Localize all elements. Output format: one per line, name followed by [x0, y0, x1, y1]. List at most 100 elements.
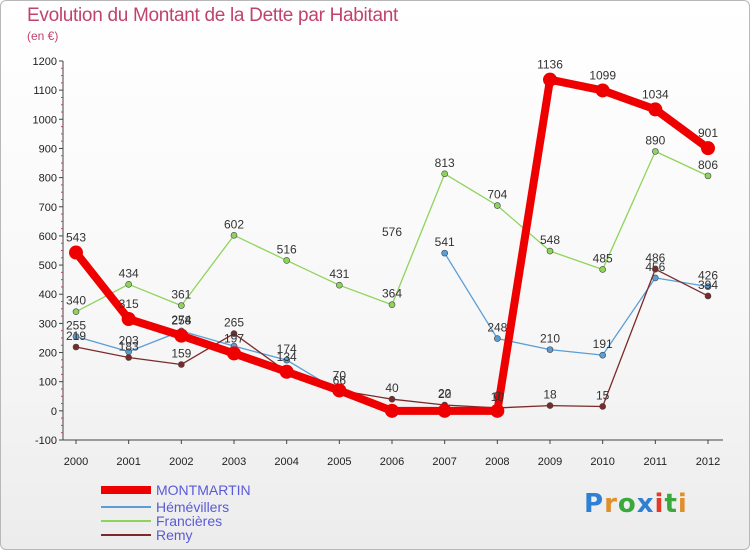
- data-label: 10: [491, 390, 505, 404]
- data-label: 203: [119, 334, 139, 348]
- proxiti-logo: Proxiti: [584, 489, 688, 519]
- data-label: 315: [119, 297, 139, 311]
- data-label: 197: [224, 331, 244, 345]
- data-label: 364: [382, 287, 402, 301]
- data-label: 813: [435, 156, 455, 170]
- data-label: 704: [487, 188, 507, 202]
- y-tick-label: 0: [51, 406, 57, 418]
- data-point: [546, 346, 554, 353]
- data-label: 394: [698, 278, 718, 292]
- data-point: [652, 148, 659, 155]
- data-point: [72, 343, 80, 351]
- data-point: [490, 403, 505, 418]
- data-label: 174: [277, 342, 297, 356]
- data-point: [595, 83, 610, 98]
- data-label: 255: [66, 319, 86, 333]
- data-point: [704, 172, 712, 180]
- data-point: [494, 335, 501, 342]
- legend-label: Francières: [156, 513, 222, 529]
- data-point: [385, 403, 399, 418]
- data-point: [441, 249, 448, 257]
- data-label: 40: [385, 381, 399, 395]
- logo-letter: x: [636, 489, 655, 519]
- y-tick-label: 1200: [33, 56, 57, 68]
- data-point: [701, 141, 715, 156]
- y-tick-label: 800: [39, 173, 57, 185]
- x-tick-label: 2005: [327, 456, 351, 468]
- logo-letter: P: [584, 489, 605, 519]
- data-label: 890: [645, 133, 665, 147]
- data-label: 18: [543, 388, 557, 402]
- x-tick-label: 2004: [274, 456, 298, 468]
- data-label: 431: [329, 267, 349, 281]
- logo-letter: o: [617, 489, 637, 519]
- y-tick-label: 1000: [33, 114, 57, 126]
- data-label: 543: [66, 231, 86, 245]
- x-tick-label: 2012: [696, 456, 720, 468]
- data-label: 426: [698, 269, 718, 283]
- data-label: 70: [333, 368, 347, 382]
- data-label: 485: [593, 251, 613, 265]
- data-label: 258: [171, 314, 191, 328]
- data-label: 248: [487, 321, 507, 335]
- data-label: 0: [494, 389, 501, 403]
- data-point: [283, 356, 290, 364]
- series-line-1: [75, 330, 340, 393]
- legend-label: Remy: [156, 527, 193, 543]
- data-label: 516: [277, 242, 297, 256]
- x-tick-label: 2008: [485, 456, 509, 468]
- data-point: [227, 346, 241, 361]
- data-point: [704, 292, 712, 300]
- data-point: [69, 245, 83, 260]
- x-tick-label: 2000: [64, 456, 88, 468]
- data-point: [437, 403, 452, 418]
- data-label: 541: [435, 235, 455, 249]
- y-tick-label: -100: [35, 435, 57, 447]
- chart-title: Evolution du Montant de la Dette par Hab…: [27, 5, 398, 26]
- data-point: [704, 283, 712, 290]
- x-tick-label: 2010: [590, 456, 614, 468]
- data-point: [178, 302, 185, 309]
- data-point: [72, 333, 80, 340]
- legend-label: MONTMARTIN: [156, 482, 251, 498]
- data-point: [652, 265, 659, 273]
- x-tick-label: 2009: [538, 456, 562, 468]
- data-point: [283, 257, 290, 264]
- data-label: 576: [382, 225, 402, 239]
- data-point: [494, 202, 501, 209]
- data-label: 361: [171, 288, 191, 302]
- data-label: 1136: [537, 58, 563, 72]
- data-label: 20: [438, 387, 452, 401]
- y-tick-label: 100: [39, 377, 57, 389]
- logo-letter: i: [654, 489, 665, 519]
- data-point: [599, 403, 606, 410]
- data-point: [125, 354, 132, 361]
- data-point: [599, 351, 606, 359]
- x-tick-label: 2006: [380, 456, 404, 468]
- chart-unit: (en €): [27, 29, 59, 43]
- logo-letter: i: [677, 489, 688, 519]
- data-point: [543, 72, 557, 87]
- data-point: [121, 312, 136, 327]
- data-label: 191: [593, 337, 613, 351]
- y-tick-label: 400: [39, 289, 57, 301]
- x-tick-label: 2001: [116, 456, 140, 468]
- data-point: [546, 247, 554, 255]
- y-tick-label: 300: [39, 318, 57, 330]
- data-point: [648, 102, 663, 117]
- data-point: [279, 364, 294, 379]
- data-label: 210: [540, 332, 560, 346]
- data-point: [388, 301, 396, 309]
- y-tick-label: 700: [39, 202, 57, 214]
- data-point: [388, 395, 396, 403]
- data-label: 159: [171, 346, 191, 360]
- data-point: [336, 281, 343, 289]
- y-tick-label: 600: [39, 231, 57, 243]
- data-label: 602: [224, 217, 244, 231]
- x-tick-label: 2003: [222, 456, 246, 468]
- data-label: 134: [277, 350, 297, 364]
- data-label: 219: [66, 329, 86, 343]
- data-label: 274: [171, 313, 191, 327]
- data-label: 22: [438, 386, 452, 400]
